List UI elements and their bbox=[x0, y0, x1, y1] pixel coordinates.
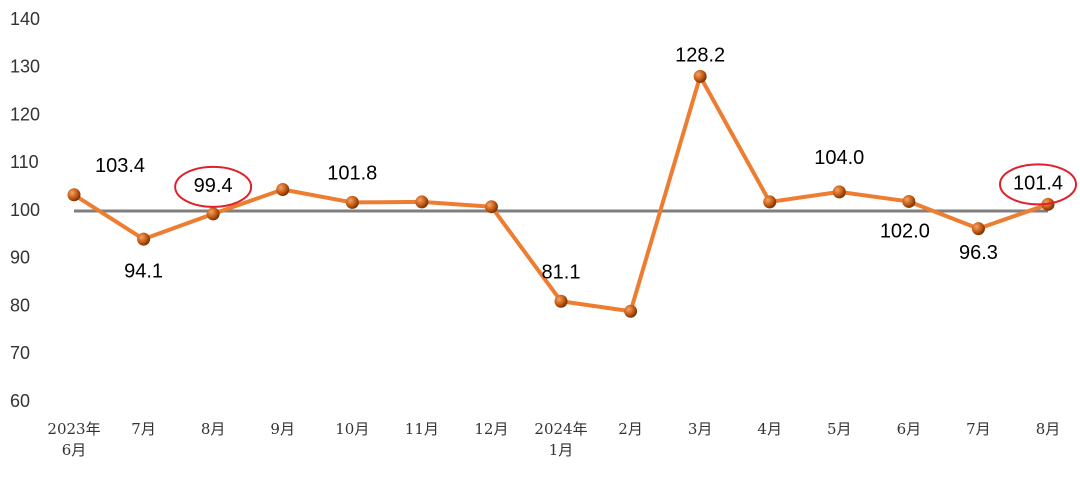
x-tick-label: 2023年 6月 bbox=[47, 420, 101, 459]
y-tick-label: 130 bbox=[10, 57, 40, 77]
highlight-circle bbox=[999, 163, 1077, 206]
x-tick-label: 8月 bbox=[1035, 420, 1061, 438]
data-label: 96.3 bbox=[959, 242, 998, 264]
marker bbox=[693, 69, 707, 83]
x-tick-label: 5月 bbox=[827, 420, 852, 438]
x-tick-label: 2月 bbox=[618, 420, 643, 438]
data-label: 104.0 bbox=[814, 147, 864, 169]
x-tick-label: 11月 bbox=[404, 420, 439, 438]
data-label: 99.4 bbox=[194, 175, 233, 197]
data-label: 101.8 bbox=[327, 163, 377, 185]
x-tick-label: 2024年 1月 bbox=[534, 420, 588, 459]
marker bbox=[484, 200, 498, 214]
y-tick-label: 90 bbox=[10, 248, 30, 268]
y-tick-label: 140 bbox=[10, 9, 40, 29]
x-tick-label: 3月 bbox=[687, 420, 713, 438]
data-label: 81.1 bbox=[542, 262, 581, 284]
highlight-circle bbox=[174, 165, 253, 208]
marker bbox=[763, 195, 777, 209]
marker bbox=[832, 185, 846, 199]
marker bbox=[137, 232, 151, 246]
marker bbox=[415, 195, 429, 209]
marker bbox=[206, 207, 220, 221]
marker bbox=[67, 188, 81, 202]
x-tick-label: 4月 bbox=[757, 420, 782, 438]
x-tick-label: 7月 bbox=[131, 420, 156, 438]
data-label: 128.2 bbox=[675, 45, 725, 67]
x-tick-label: 9月 bbox=[270, 420, 295, 438]
data-label: 101.4 bbox=[1013, 173, 1063, 195]
marker bbox=[276, 183, 290, 197]
y-tick-label: 120 bbox=[10, 104, 40, 124]
y-tick-label: 100 bbox=[10, 200, 40, 220]
x-tick-label: 12月 bbox=[474, 420, 509, 438]
marker bbox=[345, 195, 359, 209]
data-label: 102.0 bbox=[880, 221, 930, 243]
x-tick-label: 6月 bbox=[896, 420, 922, 438]
marker bbox=[554, 294, 568, 308]
y-tick-label: 110 bbox=[10, 152, 39, 172]
marker bbox=[971, 222, 985, 236]
x-tick-label: 10月 bbox=[335, 420, 370, 438]
x-tick-label: 8月 bbox=[200, 420, 226, 438]
x-tick-label: 7月 bbox=[966, 420, 991, 438]
marker bbox=[902, 194, 916, 208]
data-label: 103.4 bbox=[95, 155, 145, 177]
data-label: 94.1 bbox=[124, 260, 163, 282]
y-tick-label: 80 bbox=[10, 295, 30, 315]
y-tick-label: 60 bbox=[10, 391, 30, 411]
y-tick-label: 70 bbox=[10, 343, 30, 363]
marker bbox=[624, 304, 638, 318]
